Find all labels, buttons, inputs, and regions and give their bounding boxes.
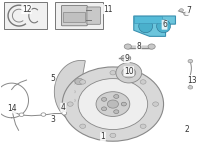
Bar bbox=[4, 2, 47, 29]
Circle shape bbox=[110, 71, 116, 75]
Text: 14: 14 bbox=[7, 104, 16, 113]
Circle shape bbox=[148, 44, 155, 49]
Circle shape bbox=[188, 86, 193, 89]
Circle shape bbox=[140, 124, 146, 128]
Text: 5: 5 bbox=[50, 74, 55, 83]
Bar bbox=[63, 12, 85, 22]
Circle shape bbox=[78, 79, 148, 130]
Text: 1: 1 bbox=[101, 132, 105, 141]
Circle shape bbox=[96, 92, 130, 116]
Circle shape bbox=[124, 44, 131, 49]
Circle shape bbox=[179, 9, 183, 12]
Circle shape bbox=[101, 107, 107, 111]
Text: 9: 9 bbox=[124, 54, 129, 63]
Text: 12: 12 bbox=[22, 5, 31, 14]
Bar bbox=[55, 2, 103, 29]
Polygon shape bbox=[134, 16, 162, 23]
Circle shape bbox=[41, 113, 46, 116]
Circle shape bbox=[80, 80, 86, 84]
Circle shape bbox=[122, 68, 136, 78]
Circle shape bbox=[67, 102, 73, 106]
Circle shape bbox=[62, 112, 67, 115]
Text: 6: 6 bbox=[162, 20, 167, 29]
Ellipse shape bbox=[116, 63, 142, 83]
Ellipse shape bbox=[121, 55, 131, 61]
Text: 3: 3 bbox=[51, 115, 56, 124]
Circle shape bbox=[107, 100, 118, 108]
Circle shape bbox=[153, 102, 159, 106]
Text: 11: 11 bbox=[103, 5, 113, 14]
Circle shape bbox=[188, 59, 193, 63]
Ellipse shape bbox=[157, 20, 171, 33]
Circle shape bbox=[75, 78, 84, 85]
Text: 7: 7 bbox=[186, 6, 191, 15]
Polygon shape bbox=[54, 60, 85, 123]
Circle shape bbox=[184, 12, 189, 16]
FancyBboxPatch shape bbox=[87, 7, 100, 24]
Text: 10: 10 bbox=[124, 67, 134, 76]
Text: 13: 13 bbox=[188, 76, 197, 85]
Circle shape bbox=[19, 113, 24, 116]
Text: 8: 8 bbox=[136, 42, 141, 51]
Ellipse shape bbox=[139, 20, 153, 33]
Text: 4: 4 bbox=[61, 103, 66, 112]
Circle shape bbox=[114, 110, 119, 114]
Circle shape bbox=[121, 102, 126, 106]
Circle shape bbox=[114, 95, 119, 98]
Circle shape bbox=[101, 97, 107, 101]
FancyBboxPatch shape bbox=[61, 5, 87, 26]
Circle shape bbox=[62, 67, 164, 141]
Circle shape bbox=[140, 80, 146, 84]
Polygon shape bbox=[134, 16, 175, 36]
Text: 2: 2 bbox=[184, 125, 189, 134]
Circle shape bbox=[80, 124, 86, 128]
Circle shape bbox=[110, 133, 116, 138]
